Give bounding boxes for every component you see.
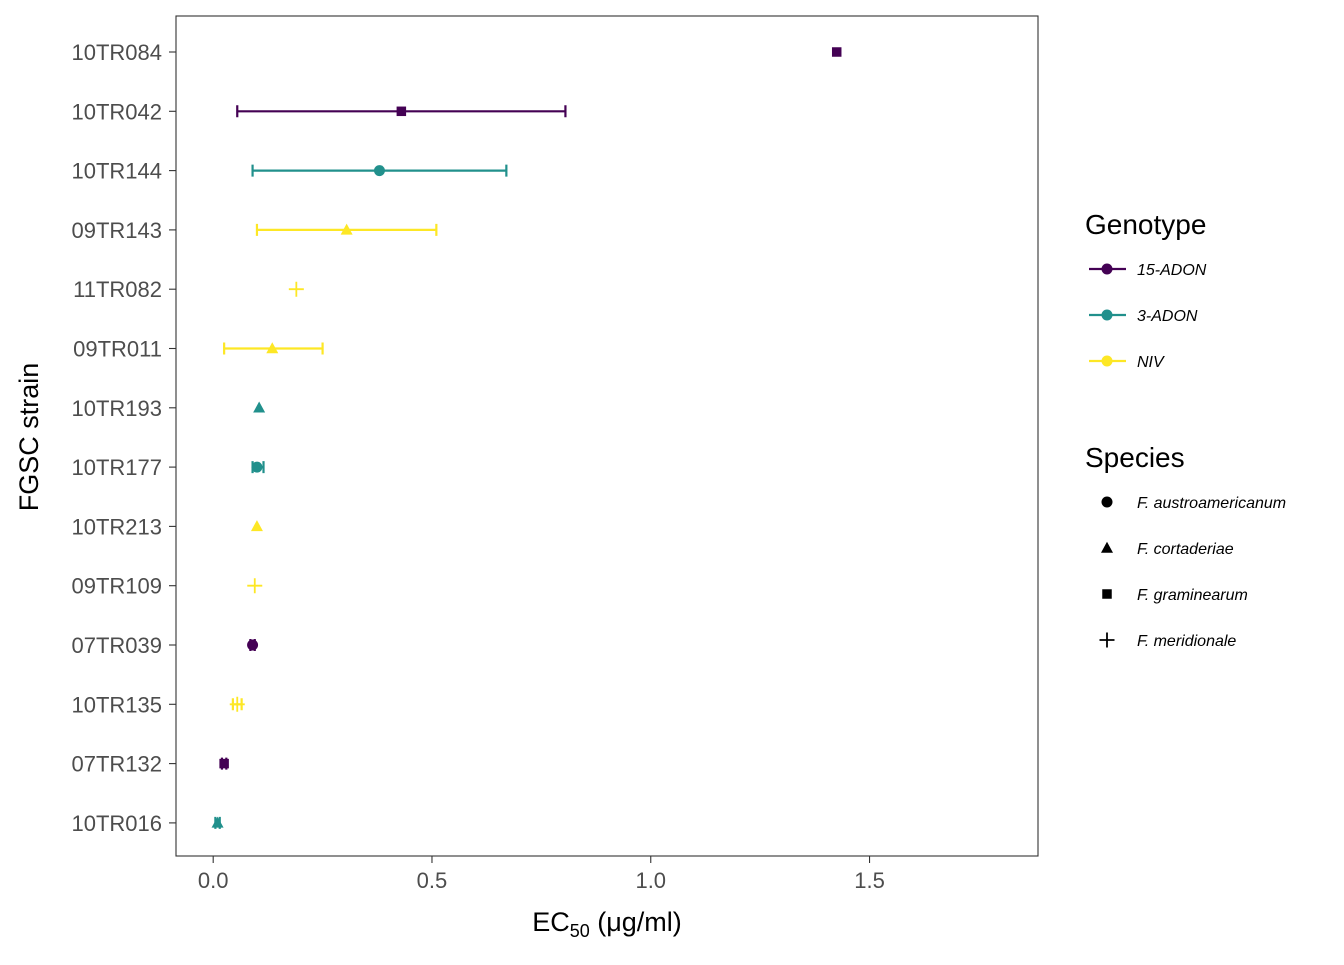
y-tick-label: 07TR132 — [71, 752, 162, 777]
data-point — [247, 578, 263, 594]
x-tick-label: 0.0 — [198, 868, 229, 893]
data-point — [253, 401, 266, 413]
x-axis-title: EC50 (μg/ml) — [532, 907, 682, 941]
data-point — [219, 758, 229, 769]
y-tick-label: 10TR084 — [71, 40, 162, 65]
genotype-legend-label: NIV — [1137, 354, 1165, 371]
genotype-legend-marker — [1101, 263, 1113, 275]
data-point — [250, 520, 263, 532]
data-point — [288, 281, 304, 297]
data-point — [831, 47, 842, 57]
y-tick-label: 09TR109 — [71, 574, 162, 599]
species-legend-label: F. cortaderiae — [1137, 541, 1234, 558]
species-legend-marker — [1099, 632, 1115, 648]
y-tick-label: 10TR144 — [71, 159, 162, 184]
x-tick-label: 1.5 — [854, 868, 885, 893]
y-tick-label: 09TR143 — [71, 218, 162, 243]
data-point — [373, 165, 385, 177]
x-axis-title-subscript: 50 — [570, 921, 590, 941]
y-tick-label: 10TR016 — [71, 811, 162, 836]
y-tick-label: 10TR177 — [71, 455, 162, 480]
genotype-legend-label: 15-ADON — [1137, 262, 1207, 279]
species-legend-label: F. graminearum — [1137, 587, 1248, 604]
species-legend-marker — [1101, 496, 1113, 508]
x-axis-title-main: EC — [532, 907, 570, 937]
y-tick-label: 11TR082 — [73, 277, 162, 302]
data-point — [247, 639, 259, 651]
data-point — [266, 342, 279, 354]
y-tick-label: 10TR042 — [71, 99, 162, 124]
data-point — [211, 816, 224, 828]
genotype-legend-title: Genotype — [1085, 209, 1206, 240]
y-tick-label: 10TR135 — [71, 692, 162, 717]
genotype-legend-label: 3-ADON — [1137, 308, 1198, 325]
y-axis-title: FGSC strain — [14, 363, 44, 512]
species-legend-label: F. meridionale — [1137, 633, 1236, 650]
genotype-legend-marker — [1101, 355, 1113, 367]
axis-layer: 0.0 0.5 1.0 1.5 10TR084 10TR042 10TR144 09TR143… — [71, 15, 1039, 893]
plot-panel-border — [175, 15, 1039, 857]
species-legend-marker — [1101, 541, 1113, 553]
data-point — [340, 223, 353, 235]
data-point — [229, 696, 245, 712]
genotype-legend-marker — [1101, 309, 1113, 321]
genotype-legend: Genotype 15-ADON 3-ADON NIV — [1085, 209, 1207, 371]
plot-layer — [211, 47, 842, 829]
x-tick-label: 1.0 — [635, 868, 666, 893]
species-legend: Species F. austroamericanum F. cortaderia… — [1085, 442, 1286, 650]
x-tick-label: 0.5 — [417, 868, 448, 893]
y-tick-label: 10TR213 — [71, 514, 162, 539]
y-tick-label: 10TR193 — [71, 396, 162, 421]
x-axis-title-units: (μg/ml) — [590, 907, 682, 937]
species-legend-label: F. austroamericanum — [1137, 495, 1286, 512]
data-point — [396, 106, 407, 117]
y-tick-label: 07TR039 — [71, 633, 162, 658]
species-legend-marker — [1102, 589, 1112, 599]
species-legend-title: Species — [1085, 442, 1185, 473]
data-point — [251, 461, 263, 473]
y-tick-label: 09TR011 — [73, 337, 162, 362]
